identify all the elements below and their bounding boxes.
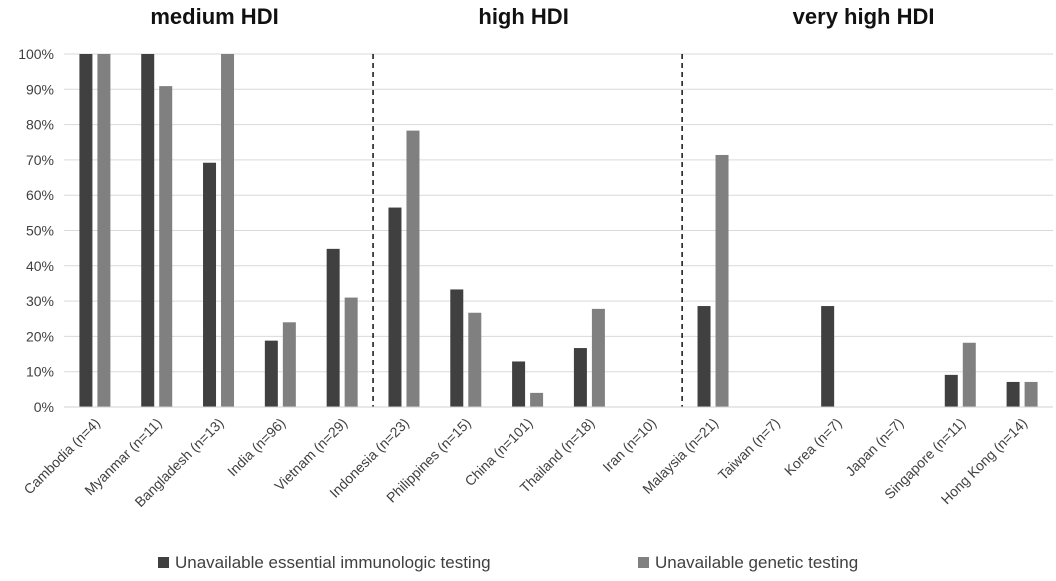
bar-thailand-genetic xyxy=(591,308,605,407)
bar-vietnam-immunologic xyxy=(326,248,340,407)
bar-myanmar-genetic xyxy=(159,86,173,408)
group-titles: medium HDI high HDI very high HDI xyxy=(150,4,934,29)
y-axis-ticks: 0% 10% 20% 30% 40% 50% 60% 70% 80% 90% 100% xyxy=(18,46,54,415)
y-tick-label: 70% xyxy=(26,152,54,168)
bar-hong-kong-immunologic xyxy=(1006,381,1020,407)
category-labels: Cambodia (n=4)Myanmar (n=11)Bangladesh (… xyxy=(20,415,1030,510)
category-label-korea: Korea (n=7) xyxy=(781,415,845,479)
bars xyxy=(79,54,1038,408)
bar-korea-immunologic xyxy=(821,306,835,407)
bar-cambodia-immunologic xyxy=(79,54,93,407)
y-tick-label: 60% xyxy=(26,187,54,203)
bar-indonesia-genetic xyxy=(406,130,420,407)
bar-philippines-immunologic xyxy=(450,289,464,407)
bar-hong-kong-genetic xyxy=(1024,381,1038,407)
bar-china-immunologic xyxy=(512,361,526,407)
bar-vietnam-genetic xyxy=(344,297,358,407)
group-title-medium-hdi: medium HDI xyxy=(150,4,278,29)
group-separators xyxy=(372,54,683,407)
bar-singapore-immunologic xyxy=(944,374,958,407)
bar-bangladesh-genetic xyxy=(221,54,235,407)
y-tick-label: 40% xyxy=(26,258,54,274)
legend-label-immunologic: Unavailable essential immunologic testin… xyxy=(175,553,491,572)
category-label-japan: Japan (n=7) xyxy=(842,415,906,479)
legend-swatch-immunologic xyxy=(158,557,169,568)
y-tick-label: 30% xyxy=(26,293,54,309)
legend-label-genetic: Unavailable genetic testing xyxy=(655,553,858,572)
legend: Unavailable essential immunologic testin… xyxy=(158,553,858,572)
y-tick-label: 10% xyxy=(26,364,54,380)
bar-myanmar-immunologic xyxy=(141,54,155,407)
bar-cambodia-genetic xyxy=(97,54,111,407)
category-label-india: India (n=96) xyxy=(224,415,288,479)
bar-malaysia-immunologic xyxy=(697,306,711,407)
category-label-taiwan: Taiwan (n=7) xyxy=(715,415,783,483)
bar-philippines-genetic xyxy=(468,312,482,407)
bar-malaysia-genetic xyxy=(715,154,729,407)
y-tick-label: 20% xyxy=(26,328,54,344)
bar-singapore-genetic xyxy=(962,342,976,407)
bar-bangladesh-immunologic xyxy=(203,162,217,407)
y-tick-label: 80% xyxy=(26,117,54,133)
y-tick-label: 90% xyxy=(26,81,54,97)
y-tick-label: 100% xyxy=(18,46,54,62)
group-title-very-high-hdi: very high HDI xyxy=(793,4,935,29)
bar-india-immunologic xyxy=(264,340,278,407)
bar-china-genetic xyxy=(530,392,544,407)
group-title-high-hdi: high HDI xyxy=(478,4,568,29)
y-tick-label: 50% xyxy=(26,223,54,239)
legend-swatch-genetic xyxy=(638,557,649,568)
bar-indonesia-immunologic xyxy=(388,207,402,407)
bar-india-genetic xyxy=(282,322,296,407)
y-tick-label: 0% xyxy=(34,399,54,415)
category-label-iran: Iran (n=10) xyxy=(599,415,659,475)
bar-thailand-immunologic xyxy=(573,348,587,407)
